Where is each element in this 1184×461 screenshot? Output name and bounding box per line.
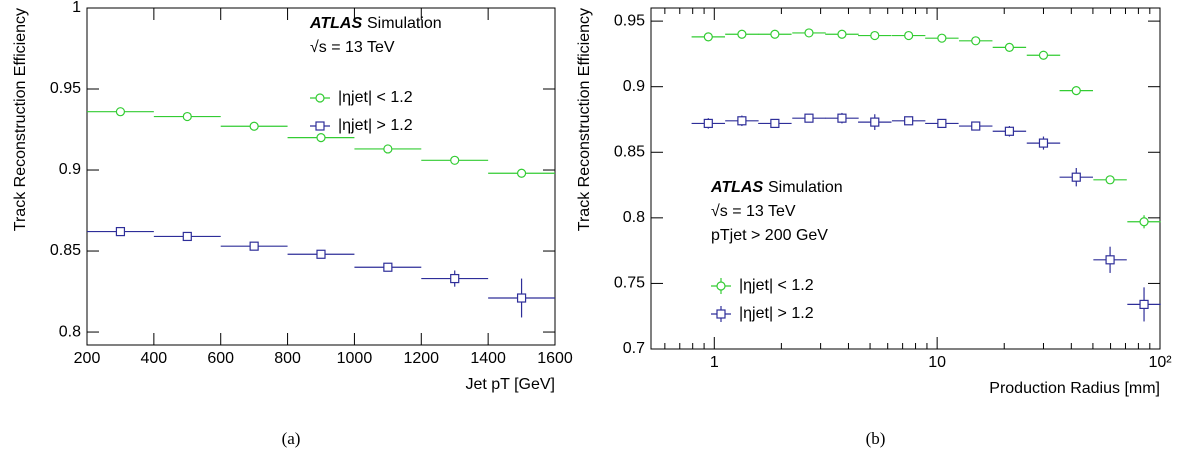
marker — [1105, 255, 1115, 265]
x-tick-label: 400 — [141, 350, 168, 367]
marker — [870, 30, 880, 41]
marker — [249, 121, 259, 131]
marker — [703, 118, 713, 129]
caption: (b) — [866, 429, 886, 448]
y-tick-label: 1 — [72, 0, 81, 16]
marker — [770, 29, 780, 39]
annotation: ATLAS — [309, 15, 362, 32]
y-tick-label: 0.75 — [614, 275, 645, 292]
y-tick-label: 0.7 — [623, 340, 645, 357]
y-tick-label: 0.8 — [59, 323, 81, 340]
caption: (a) — [282, 429, 301, 448]
marker — [837, 113, 847, 123]
x-tick-label: 1400 — [470, 350, 506, 367]
marker — [971, 36, 981, 46]
plot-frame — [86, 7, 556, 346]
x-tick-label: 1200 — [403, 350, 439, 367]
marker — [870, 117, 880, 127]
marker — [1071, 172, 1081, 182]
marker — [1004, 42, 1015, 52]
annotation: √s = 13 TeV — [711, 203, 796, 220]
x-tick-label: 10 — [928, 354, 946, 371]
marker — [1105, 175, 1115, 185]
marker — [703, 32, 713, 42]
marker — [904, 30, 914, 41]
marker — [315, 121, 325, 131]
marker — [804, 113, 814, 123]
legend-label: |ηjet| > 1.2 — [739, 305, 814, 322]
annotation: ATLAS — [710, 179, 763, 196]
marker — [904, 116, 914, 126]
panel: 0.7 0.75 0.8 0.85 0.9 0.95 1 10 10² Production Ra… — [576, 7, 1172, 448]
marker — [316, 133, 326, 143]
marker — [737, 29, 747, 39]
x-axis-label: Jet pT [GeV] — [465, 376, 555, 393]
annotation: √s = 13 TeV — [310, 39, 395, 56]
y-tick-label: 0.8 — [623, 209, 645, 226]
legend-label: |ηjet| < 1.2 — [739, 277, 814, 294]
x-tick-label: 1600 — [537, 350, 573, 367]
marker — [115, 107, 126, 117]
marker — [450, 155, 460, 165]
y-tick-label: 0.9 — [59, 161, 81, 178]
x-tick-label: 600 — [207, 350, 234, 367]
y-tick-label: 0.95 — [50, 80, 81, 97]
y-tick-label: 0.85 — [50, 242, 81, 259]
marker — [837, 29, 847, 39]
marker — [249, 241, 259, 251]
marker — [971, 121, 981, 131]
annotation: Simulation — [367, 15, 442, 32]
marker — [516, 168, 527, 178]
marker — [1038, 50, 1049, 60]
marker — [770, 118, 780, 129]
marker — [316, 249, 326, 259]
y-axis-label: Track Reconstruction Efficiency — [576, 8, 593, 231]
marker — [716, 281, 726, 291]
legend-label: |ηjet| > 1.2 — [338, 117, 413, 134]
marker — [1139, 217, 1149, 227]
marker — [1139, 299, 1149, 310]
plot-frame — [650, 7, 1161, 350]
marker — [383, 262, 393, 272]
marker — [737, 116, 747, 126]
x-tick-label: 1000 — [337, 350, 373, 367]
marker — [182, 111, 192, 122]
y-tick-label: 0.85 — [614, 143, 645, 160]
marker — [115, 226, 126, 237]
x-axis-label: Production Radius [mm] — [989, 380, 1160, 397]
marker — [383, 144, 393, 154]
marker — [182, 231, 192, 242]
y-tick-label: 0.9 — [623, 78, 645, 95]
marker — [937, 118, 947, 129]
x-tick-label: 200 — [74, 350, 101, 367]
marker — [450, 273, 460, 284]
marker — [804, 28, 814, 38]
x-tick-label: 10² — [1148, 354, 1172, 371]
y-axis-label: Track Reconstruction Efficiency — [12, 8, 29, 231]
marker — [937, 33, 947, 43]
x-tick-label: 1 — [710, 354, 719, 371]
annotation: Simulation — [768, 179, 843, 196]
x-tick-label: 800 — [274, 350, 301, 367]
marker — [516, 293, 527, 303]
marker — [1004, 126, 1015, 136]
marker — [1071, 86, 1081, 96]
legend-label: |ηjet| < 1.2 — [338, 89, 413, 106]
annotation: pTjet > 200 GeV — [711, 227, 828, 244]
marker — [315, 93, 325, 103]
marker — [1038, 138, 1049, 148]
marker — [716, 309, 726, 319]
y-tick-label: 0.95 — [614, 12, 645, 29]
